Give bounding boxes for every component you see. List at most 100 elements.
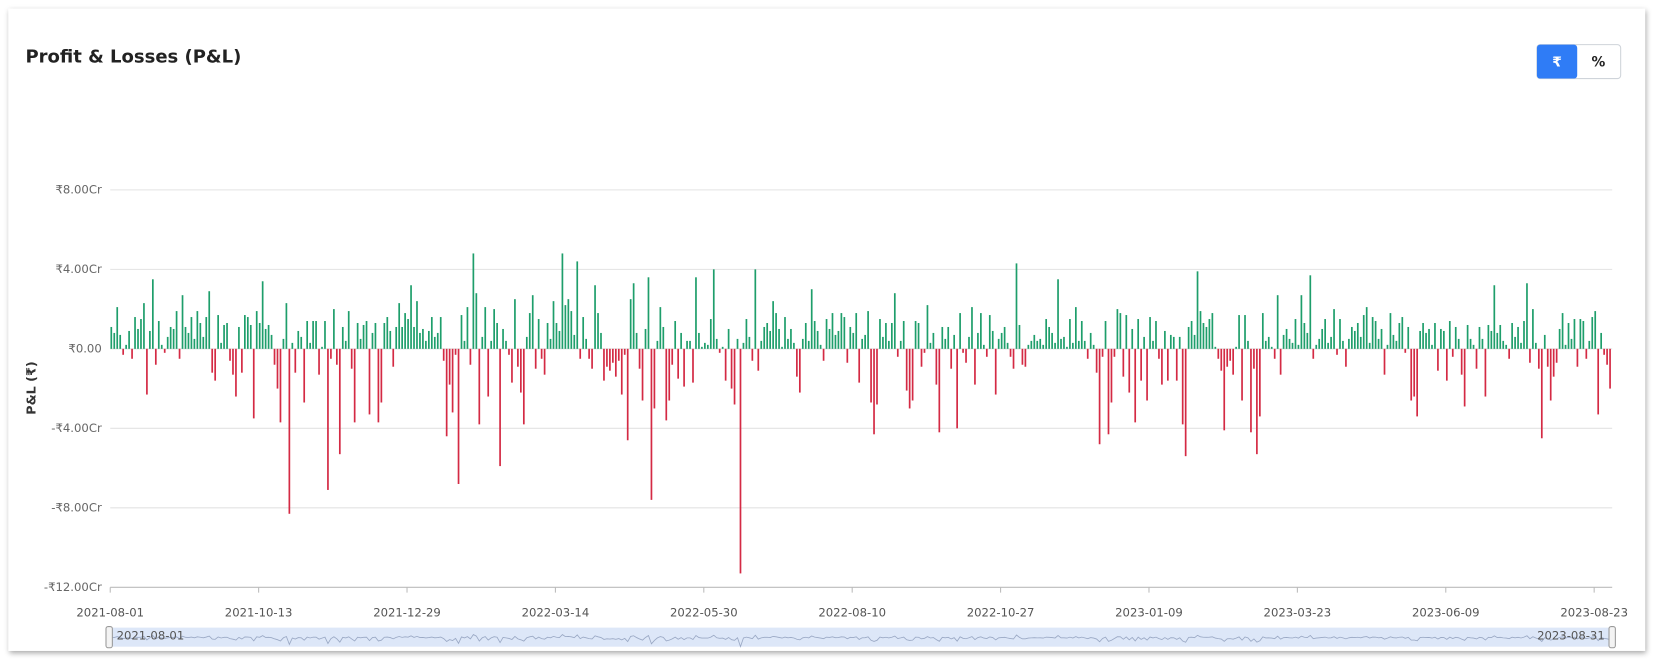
bar: [1330, 336, 1332, 349]
bar: [1018, 324, 1021, 349]
bar: [614, 348, 617, 377]
bar: [1024, 348, 1027, 367]
bar: [276, 348, 279, 389]
bar: [1318, 338, 1321, 349]
bar: [184, 326, 187, 349]
bar: [505, 340, 507, 349]
bar: [1401, 317, 1404, 349]
bar: [570, 311, 573, 349]
bar: [706, 344, 709, 349]
bar: [914, 321, 917, 349]
bar: [413, 326, 415, 349]
bar: [241, 348, 243, 373]
bar: [1487, 324, 1490, 349]
bar: [1300, 295, 1303, 349]
bar: [668, 348, 671, 401]
bar: [546, 323, 549, 349]
bar: [775, 313, 777, 349]
bar: [1122, 348, 1125, 377]
bar: [514, 299, 516, 349]
y-tick-label: -₹12.00Cr: [44, 580, 102, 594]
bar: [140, 319, 142, 349]
bar: [748, 336, 751, 349]
bar: [1107, 348, 1110, 435]
x-tick-label: 2023-03-23: [1264, 605, 1332, 619]
bar: [917, 323, 920, 349]
bar: [588, 348, 590, 359]
x-tick-label: 2021-12-29: [373, 605, 441, 619]
bar: [285, 303, 288, 349]
bar: [1152, 340, 1154, 349]
bar: [603, 348, 605, 381]
bar: [736, 338, 739, 349]
bar: [1220, 348, 1223, 371]
bar: [662, 326, 665, 349]
bar: [226, 323, 228, 349]
bar: [695, 277, 697, 349]
bar: [211, 348, 214, 373]
bar: [119, 334, 122, 349]
bar: [1057, 279, 1059, 349]
bar: [665, 348, 668, 421]
bar: [965, 348, 967, 363]
bar: [1558, 328, 1561, 349]
bar: [1006, 342, 1009, 349]
bar: [1167, 348, 1169, 381]
zoom-track[interactable]: [110, 627, 1613, 647]
y-tick-label: ₹8.00Cr: [56, 182, 102, 196]
bar: [232, 348, 234, 375]
bar: [451, 348, 454, 413]
x-tick-label: 2021-10-13: [225, 605, 293, 619]
bar: [1490, 330, 1493, 349]
bar: [172, 328, 175, 349]
bar: [1089, 332, 1092, 349]
bar: [1294, 319, 1297, 349]
toggle-rupee-bg[interactable]: [1536, 44, 1578, 79]
bar: [739, 348, 742, 574]
bar: [1395, 340, 1398, 349]
bar: [1543, 334, 1546, 349]
bar: [1567, 323, 1570, 349]
bar: [318, 348, 320, 375]
bar: [1155, 321, 1157, 349]
bar: [356, 323, 359, 349]
bar: [816, 330, 819, 349]
bar: [623, 348, 626, 355]
bar: [885, 323, 887, 349]
toggle-rupee[interactable]: ₹: [1552, 55, 1562, 71]
bar: [330, 348, 332, 359]
bar: [1365, 307, 1368, 349]
bar: [1428, 328, 1430, 349]
bar: [1146, 348, 1148, 401]
bar: [632, 283, 635, 349]
bar: [1324, 319, 1326, 349]
bar: [380, 348, 383, 403]
bar: [131, 348, 133, 359]
bar: [950, 348, 953, 369]
bar: [798, 348, 801, 393]
bar: [1493, 285, 1496, 349]
bar: [1380, 328, 1383, 349]
bar: [1113, 348, 1116, 357]
bar: [1597, 348, 1600, 415]
toggle-percent[interactable]: %: [1592, 55, 1606, 71]
bar: [1348, 338, 1350, 349]
bar: [235, 348, 237, 397]
bar: [460, 315, 463, 349]
bar: [255, 311, 258, 349]
bar: [1288, 338, 1291, 349]
zoom-handle-right[interactable]: [1608, 626, 1616, 649]
y-tick-label: ₹0.00: [68, 341, 101, 355]
bar: [932, 332, 935, 349]
bar: [674, 321, 677, 349]
bar: [763, 326, 766, 349]
bar: [202, 336, 205, 349]
zoom-handle-left[interactable]: [105, 626, 113, 649]
bar: [947, 326, 950, 349]
bar: [834, 334, 837, 349]
bar: [143, 303, 145, 349]
bar: [982, 344, 985, 349]
bar: [1368, 342, 1371, 349]
bar: [1137, 319, 1140, 349]
bar: [1526, 283, 1528, 349]
